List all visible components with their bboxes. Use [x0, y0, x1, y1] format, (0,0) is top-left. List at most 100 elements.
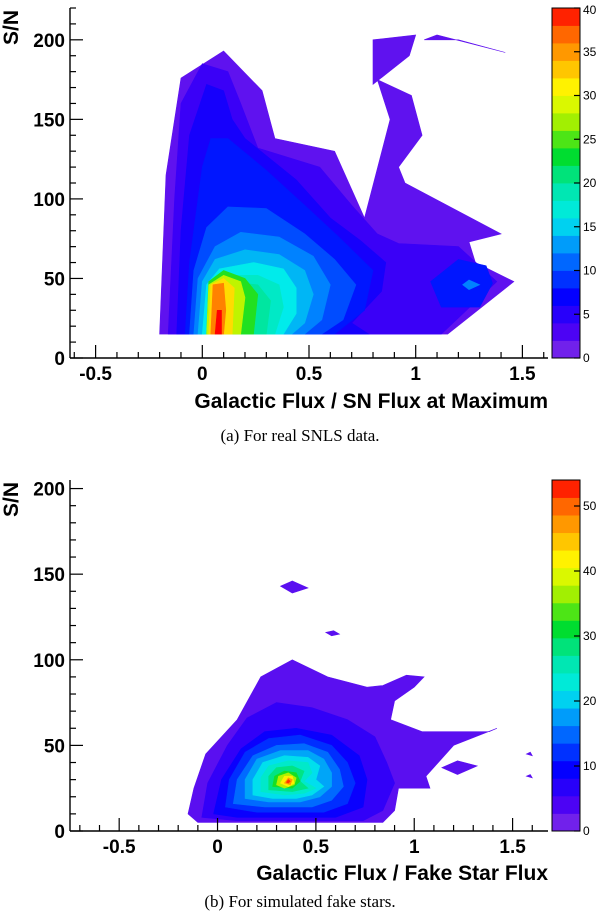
- x-tick-label: 1.5: [499, 837, 526, 858]
- colorbar-tick-label: 5: [583, 307, 590, 321]
- figure-caption: (a) For real SNLS data.: [220, 426, 379, 445]
- colorbar-swatch: [552, 25, 580, 44]
- y-tick-label: 150: [33, 565, 65, 586]
- contour-level-3: [324, 630, 341, 637]
- y-tick-label: 150: [33, 110, 65, 131]
- y-tick-label: 50: [44, 269, 65, 290]
- colorbar: 0 5 10 15 20 25 30 35 40: [551, 3, 597, 365]
- contour-level-52: [285, 779, 291, 784]
- colorbar-swatch: [552, 760, 580, 779]
- y-tick-label: 100: [33, 651, 65, 672]
- colorbar: 0 10 20 30 40 50: [551, 479, 597, 838]
- contour-level-8: [430, 259, 493, 308]
- contour-layers: [187, 580, 533, 823]
- colorbar-swatch: [552, 813, 580, 832]
- contour-level-2: [424, 34, 506, 53]
- colorbar-tick-label: 0: [583, 351, 590, 365]
- contour-level-2: [372, 34, 417, 86]
- colorbar-swatch: [552, 620, 580, 639]
- x-tick-label: 1: [410, 364, 421, 385]
- colorbar-tick-label: 40: [583, 3, 597, 17]
- contour-level-3: [279, 580, 309, 594]
- colorbar-swatch: [552, 253, 580, 271]
- colorbar-swatch: [552, 305, 580, 324]
- y-tick-label: 100: [33, 190, 65, 211]
- figure-caption: (b) For simulated fake stars.: [204, 892, 395, 911]
- colorbar-tick-label: 30: [583, 629, 597, 643]
- contour-level-3: [525, 751, 533, 757]
- x-axis-title: Galactic Flux / SN Flux at Maximum: [194, 390, 548, 413]
- colorbar-tick-label: 15: [583, 220, 597, 234]
- colorbar-swatch: [552, 778, 580, 797]
- colorbar-tick-label: 10: [583, 264, 597, 278]
- colorbar-swatch: [552, 708, 580, 727]
- colorbar-swatch: [552, 183, 580, 201]
- colorbar-swatch: [552, 43, 580, 61]
- colorbar-swatch: [552, 78, 580, 96]
- x-tick-label: -0.5: [103, 837, 136, 858]
- x-tick-label: 0.5: [296, 364, 323, 385]
- contour-level-40: [214, 309, 222, 335]
- y-tick-label: 0: [54, 822, 65, 843]
- colorbar-swatch: [552, 567, 580, 586]
- y-tick-label: 200: [33, 31, 65, 52]
- x-axis-title: Galactic Flux / Fake Star Flux: [256, 862, 548, 885]
- colorbar-swatch: [552, 130, 580, 149]
- colorbar-swatch: [552, 602, 580, 621]
- colorbar-tick-label: 35: [583, 45, 597, 59]
- contour-level-12: [462, 279, 481, 290]
- y-axis-title: S/N: [0, 482, 23, 517]
- colorbar-tick-label: 0: [583, 824, 590, 838]
- colorbar-swatch: [552, 690, 580, 709]
- x-tick-label: 0: [212, 837, 223, 858]
- colorbar-swatch: [552, 235, 580, 254]
- x-tick-label: -0.5: [79, 364, 112, 385]
- colorbar-frame: [551, 479, 581, 832]
- colorbar-swatch: [552, 218, 580, 236]
- colorbar-tick-label: 25: [583, 132, 597, 146]
- contour-level-3: [441, 760, 479, 775]
- colorbar-swatch: [552, 95, 580, 114]
- colorbar-swatch: [552, 288, 580, 306]
- contour-level-3: [525, 774, 533, 779]
- x-tick-label: 0.5: [303, 837, 330, 858]
- colorbar-tick-label: 30: [583, 89, 597, 103]
- colorbar-swatch: [552, 270, 580, 289]
- colorbar-swatch: [552, 200, 580, 219]
- contour-layers: [159, 34, 515, 335]
- colorbar-swatch: [552, 655, 580, 674]
- colorbar-swatch: [552, 585, 580, 604]
- colorbar-tick-label: 50: [583, 499, 597, 513]
- y-tick-label: 200: [33, 480, 65, 501]
- colorbar-swatch: [552, 165, 580, 184]
- colorbar-swatch: [552, 340, 580, 359]
- colorbar-swatch: [552, 515, 580, 534]
- colorbar-swatch: [552, 497, 580, 516]
- x-tick-label: 0: [197, 364, 208, 385]
- colorbar-swatch: [552, 725, 580, 744]
- colorbar-tick-label: 20: [583, 176, 597, 190]
- x-tick-label: 1.5: [509, 364, 536, 385]
- colorbar-swatch: [552, 60, 580, 79]
- colorbar-swatch: [552, 8, 580, 26]
- colorbar-swatch: [552, 323, 580, 341]
- y-axis-title: S/N: [0, 10, 23, 45]
- x-tick-label: 1: [409, 837, 420, 858]
- colorbar-swatch: [552, 550, 580, 569]
- colorbar-swatch: [552, 532, 580, 551]
- colorbar-swatch: [552, 480, 580, 498]
- colorbar-swatch: [552, 743, 580, 762]
- y-tick-label: 50: [44, 736, 65, 757]
- colorbar-tick-label: 10: [583, 759, 597, 773]
- colorbar-swatch: [552, 148, 580, 166]
- colorbar-tick-label: 40: [583, 564, 597, 578]
- colorbar-swatch: [552, 673, 580, 691]
- colorbar-swatch: [552, 795, 580, 814]
- y-tick-label: 0: [54, 349, 65, 370]
- colorbar-swatch: [552, 113, 580, 131]
- colorbar-swatch: [552, 637, 580, 656]
- colorbar-tick-label: 20: [583, 694, 597, 708]
